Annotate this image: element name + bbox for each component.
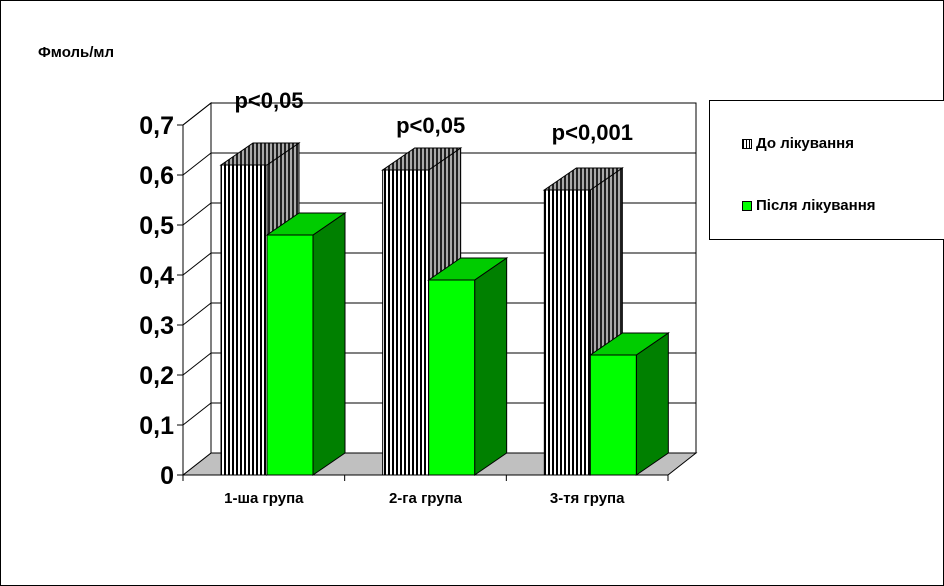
x-tick-label: 3-тя група (550, 490, 625, 507)
gridline-diagonal (182, 352, 212, 376)
legend: До лікування Після лікування (709, 100, 944, 240)
bar-front (543, 189, 591, 476)
gridline-diagonal (182, 302, 212, 326)
y-tick-label: 0,1 (139, 412, 174, 440)
gridline-diagonal (182, 152, 212, 176)
x-tick-label: 1-ша група (224, 490, 304, 507)
bar-front (220, 164, 268, 476)
x-tick-label: 2-га група (389, 490, 463, 507)
legend-item-after: Після лікування (742, 197, 876, 214)
legend-label-after: Після лікування (756, 197, 876, 214)
gridline-diagonal (182, 202, 212, 226)
bar-front (589, 354, 637, 476)
bar-front (266, 234, 314, 476)
y-tick-label: 0,4 (139, 262, 174, 290)
y-axis-unit-label: Фмоль/мл (38, 44, 115, 61)
legend-label-before: До лікування (756, 135, 854, 152)
p-value-annotation: p<0,05 (234, 88, 303, 113)
y-tick-label: 0,6 (139, 162, 174, 190)
gridline-diagonal (182, 402, 212, 426)
y-tick-label: 0,7 (139, 112, 174, 140)
chart-side-wall (182, 101, 212, 477)
gridline-diagonal (182, 102, 212, 126)
y-tick-label: 0,5 (139, 212, 174, 240)
bar-side (312, 212, 346, 476)
legend-swatch-before (742, 138, 752, 149)
p-value-annotation: p<0,05 (396, 113, 465, 138)
bar-side (474, 257, 508, 476)
bar-after-3 (588, 332, 670, 476)
bar-after-1 (265, 212, 347, 476)
legend-swatch-after (742, 200, 752, 211)
gridline-diagonal (182, 252, 212, 276)
y-tick-label: 0,2 (139, 362, 174, 390)
y-tick-label: 0,3 (139, 312, 174, 340)
bar-after-2 (427, 257, 509, 476)
legend-item-before: До лікування (742, 135, 854, 152)
bar-front (428, 279, 476, 476)
bar-side (635, 332, 669, 476)
bar-front (382, 169, 430, 476)
p-value-annotation: p<0,001 (552, 120, 633, 145)
y-tick-label: 0 (160, 462, 174, 490)
